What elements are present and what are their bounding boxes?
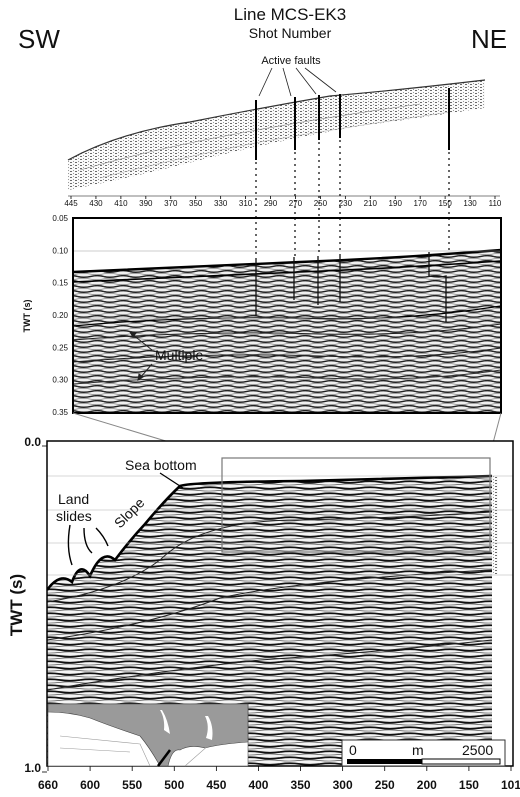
bottom-panel-frame [46, 440, 514, 767]
fault-lines-top [255, 88, 450, 160]
shot-number-tick-label: 290 [264, 199, 278, 208]
middle-seismic-panel [72, 217, 502, 414]
multiple-label: Multiple [155, 347, 203, 363]
land-slides-arrows [67, 524, 109, 566]
bottom-shot-tick-label: 101 [501, 778, 520, 792]
direction-ne-label: NE [471, 24, 507, 54]
land-slides-label-line2: slides [56, 508, 92, 524]
scale-bar-end: 2500 [462, 742, 493, 758]
shot-number-tick-label: 350 [189, 199, 203, 208]
title-line-1: Line MCS-EK3 [234, 5, 346, 24]
title-line-2: Shot Number [249, 25, 332, 41]
middle-twt-tick-label: 0.20 [52, 311, 68, 320]
middle-twt-tick-label: 0.05 [52, 214, 68, 223]
bottom-twt-tick-label: 1.0 [24, 761, 41, 775]
multiple-arrows [129, 331, 153, 381]
shot-number-tick-label: 130 [463, 199, 477, 208]
shot-number-tick-label: 310 [239, 199, 253, 208]
fault-projection-lines [255, 140, 450, 258]
bottom-x-axis-ticks: 660 600 550 500 450 400 350 300 250 200 150 101 [38, 766, 520, 792]
shot-number-ticks: 445 430 410 390 370 350 330 310 290 270 250 230 210 1… [64, 196, 502, 208]
scale-bar: 0 m 2500 [341, 739, 506, 767]
bottom-twt-tick-label: 0.0 [24, 435, 41, 449]
shot-number-tick-label: 445 [64, 199, 78, 208]
shot-number-tick-label: 250 [314, 199, 328, 208]
middle-twt-tick-label: 0.35 [52, 408, 68, 417]
direction-sw-label: SW [18, 24, 60, 54]
middle-panel-frame [72, 217, 502, 414]
bottom-y-axis-ticks: 0.0 1.0 [24, 435, 47, 775]
active-faults-label: Active faults [261, 55, 321, 67]
sea-bottom-arrow [159, 472, 184, 489]
zoom-region-box [221, 457, 491, 553]
shot-number-tick-label: 430 [89, 199, 103, 208]
bottom-shot-tick-label: 400 [248, 778, 268, 792]
shot-number-tick-label: 330 [214, 199, 228, 208]
scale-bar-unit: m [412, 742, 424, 758]
bottom-y-axis-label: TWT (s) [7, 574, 26, 636]
middle-twt-tick-label: 0.30 [52, 376, 68, 385]
shot-number-tick-label: 150 [438, 199, 452, 208]
bottom-shot-tick-label: 350 [291, 778, 311, 792]
bottom-shot-tick-label: 500 [164, 778, 184, 792]
bottom-shot-tick-label: 600 [80, 778, 100, 792]
scale-bar-start: 0 [349, 742, 357, 758]
sea-bottom-label: Sea bottom [125, 457, 197, 473]
bottom-shot-tick-label: 150 [459, 778, 479, 792]
land-slides-label-line1: Land [58, 491, 89, 507]
bottom-shot-tick-label: 450 [206, 778, 226, 792]
shot-number-tick-label: 270 [289, 199, 303, 208]
bottom-shot-tick-label: 250 [375, 778, 395, 792]
shot-number-tick-label: 230 [339, 199, 353, 208]
top-seismic-strip [67, 79, 486, 190]
middle-twt-tick-label: 0.15 [52, 279, 68, 288]
shot-number-tick-label: 190 [389, 199, 403, 208]
middle-twt-tick-label: 0.10 [52, 246, 68, 255]
shot-number-tick-label: 170 [413, 199, 427, 208]
shot-number-tick-label: 210 [364, 199, 378, 208]
bottom-shot-tick-label: 550 [122, 778, 142, 792]
location-inset-map [47, 703, 249, 767]
bottom-shot-tick-label: 200 [417, 778, 437, 792]
shot-number-tick-label: 390 [139, 199, 153, 208]
middle-y-axis-label: TWT (s) [22, 300, 32, 333]
middle-twt-tick-label: 0.25 [52, 343, 68, 352]
shot-number-tick-label: 410 [114, 199, 128, 208]
shot-number-tick-label: 110 [489, 199, 502, 208]
bottom-shot-tick-label: 300 [333, 778, 353, 792]
bottom-shot-tick-label: 660 [38, 778, 58, 792]
middle-y-axis-ticks: 0.05 0.10 0.15 0.20 0.25 0.30 0.35 [52, 214, 68, 417]
active-faults-arrows [258, 67, 337, 97]
shot-number-tick-label: 370 [164, 199, 178, 208]
